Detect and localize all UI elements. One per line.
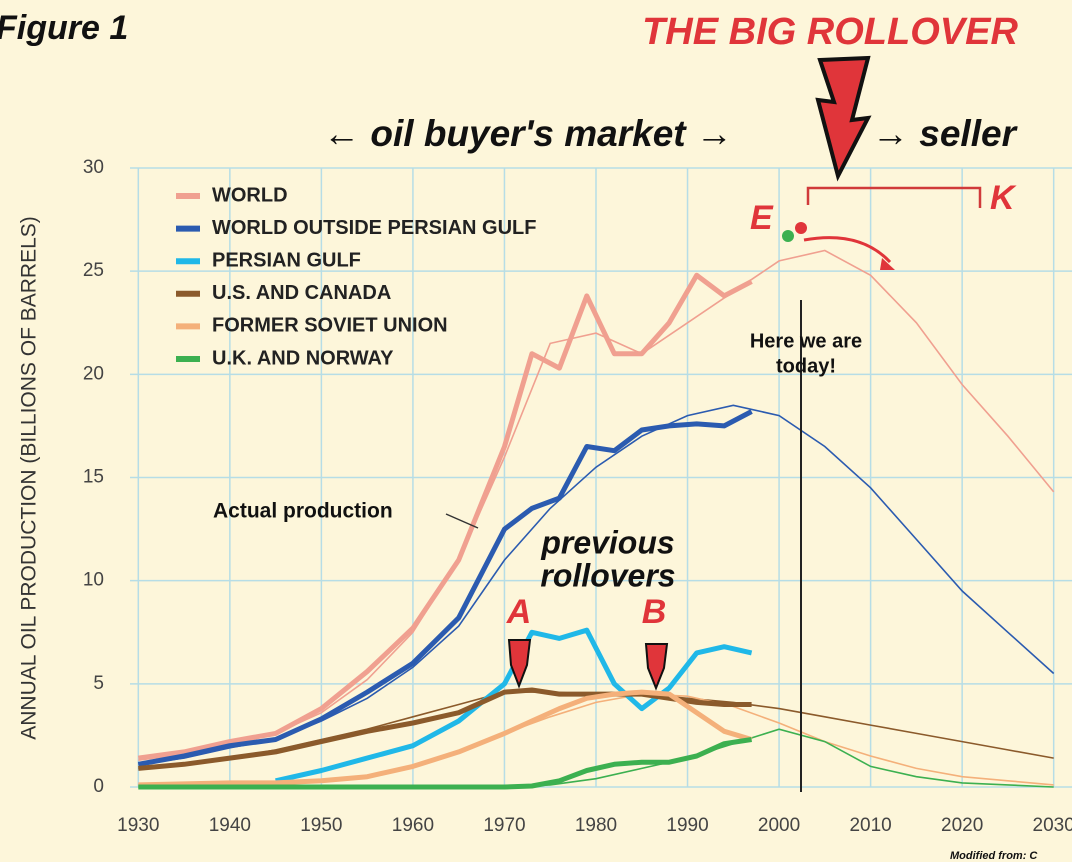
x-tick-label: 2010 [849,815,891,836]
x-tick-label: 1990 [666,815,708,836]
y-tick-label: 10 [83,570,104,591]
chart-title: THE BIG ROLLOVER [642,11,1018,53]
x-tick-label: 2000 [758,815,800,836]
x-tick-label: 1970 [483,815,525,836]
a-label: A [506,593,532,631]
previous-label: previous [540,524,674,560]
market-right: → seller [872,113,1019,154]
y-tick-label: 30 [83,157,104,178]
x-tick-label: 1980 [575,815,617,836]
series-line [138,737,752,790]
x-tick-label: 1950 [300,815,342,836]
y-tick-label: 15 [83,467,104,488]
market-left: ← oil buyer's market → [323,113,733,154]
x-tick-label: 1960 [392,815,434,836]
actual-pointer [445,513,479,529]
figure-label: Figure 1 [0,9,128,47]
y-tick-label: 20 [83,363,104,384]
y-tick-label: 25 [83,260,104,281]
big-arrow [815,55,872,182]
legend-label: FORMER SOVIET UNION [212,315,448,337]
source: Modified from: C [950,850,1038,862]
legend-label: WORLD [212,184,288,206]
x-tick-label: 2020 [941,815,983,836]
today-label: Here we are [750,330,862,352]
a-arrow [507,639,532,689]
e-label: E [750,199,774,237]
series-line [137,272,753,761]
legend-label: WORLD OUTSIDE PERSIAN GULF [212,217,536,239]
y-tick-label: 0 [93,776,104,797]
x-tick-label: 1940 [209,815,251,836]
legend-label: U.S. AND CANADA [212,282,391,304]
e-dot-green [782,230,794,242]
e-arrowhead [880,258,895,270]
today-label: today! [776,355,836,377]
legend-label: U.K. AND NORWAY [212,347,394,369]
x-tick-label: 1930 [117,815,159,836]
k-bracket [806,186,982,208]
legend-label: PERSIAN GULF [212,249,361,271]
series-line [137,409,753,767]
x-tick-label: 2030 [1033,815,1072,836]
k-label: K [990,179,1017,217]
e-dot-red [795,222,807,234]
series-line [138,689,753,788]
e-arrow [803,236,892,264]
series-line [275,627,753,784]
y-tick-label: 5 [93,673,104,694]
y-axis-label: ANNUAL OIL PRODUCTION (BILLIONS OF BARRE… [18,216,41,740]
previous-label: rollovers [540,557,675,593]
b-arrow [644,643,669,691]
b-label: B [642,593,667,631]
actual-label: Actual production [213,500,393,523]
